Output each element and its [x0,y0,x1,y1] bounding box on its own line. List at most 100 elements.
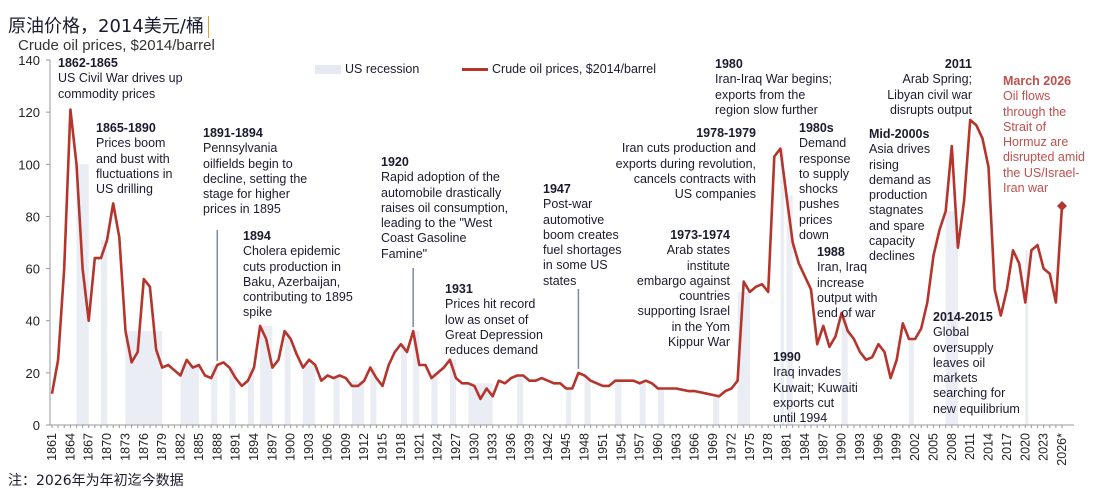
recession-band [100,239,108,425]
recession-band [284,331,291,425]
x-tick-label: 2026* [1055,433,1069,466]
endpoint-diamond-marker [1057,201,1067,211]
x-tick-label: 1972 [724,433,738,461]
x-tick-label: 1942 [541,433,555,461]
x-tick-label: 1873 [118,433,132,461]
x-tick-label: 1903 [302,433,316,461]
x-tick-label: 1984 [798,433,812,461]
recession-band [413,331,420,425]
annotation-1891: 1891-1894 Pennsylvania oilfields begin to… [203,126,308,217]
recession-band [333,375,340,425]
x-tick-label: 1894 [247,433,261,461]
y-tick-label: 120 [18,105,40,120]
annotation-1980s: 1980s Demand response to supply shocks pu… [799,121,851,243]
recession-band [351,380,365,425]
x-tick-label: 1906 [320,433,334,461]
x-tick-label: 1990 [835,433,849,461]
x-tick-label: 1870 [100,433,114,461]
annotation-1988: 1988 Iran, Iraq increase output with end … [817,245,878,321]
x-tick-label: 1945 [559,433,573,461]
x-tick-label: 1951 [596,433,610,461]
annotation-1931: 1931 Prices hit record low as onset of Gr… [445,282,543,358]
x-tick-label: 1897 [265,433,279,461]
y-tick-label: 40 [26,314,40,329]
x-tick-label: 1975 [743,433,757,461]
recession-band [431,372,438,425]
x-tick-label: 1891 [229,433,243,461]
x-tick-label: 1999 [890,433,904,461]
annotation-1973: 1973-1974 Arab states institute embargo a… [636,228,730,350]
recession-band [786,195,793,425]
x-tick-label: 1948 [578,433,592,461]
y-tick-label: 100 [18,157,40,172]
recession-band [945,211,958,425]
x-tick-label: 2005 [926,433,940,461]
x-tick-label: 1885 [192,433,206,461]
recession-band [180,365,199,425]
annotation-1980: 1980 Iran-Iraq War begins; exports from t… [715,57,832,117]
annotation-1990: 1990 Iraq invades Kuwait; Kuwaiti exports… [773,350,858,426]
x-tick-label: 2017 [1000,433,1014,461]
recession-band [517,375,524,425]
x-tick-label: 1912 [357,433,371,461]
x-tick-label: 1987 [816,433,830,461]
x-tick-label: 1936 [504,433,518,461]
chart-title: 原油价格，2014美元/桶 [8,16,209,38]
recession-band [658,388,665,425]
x-tick-label: 1969 [706,433,720,461]
x-tick-label: 2011 [963,433,977,460]
x-tick-label: 1966 [688,433,702,461]
footnote: 注：2026年为年初迄今数据 [8,473,184,489]
x-tick-label: 1864 [63,433,77,461]
x-tick-label: 1888 [210,433,224,461]
recession-band [566,388,572,425]
x-tick-label: 1954 [614,433,628,461]
x-tick-label: 2008 [945,433,959,461]
oil-price-line [50,108,1064,401]
recession-band [211,365,218,425]
x-tick-label: 1933 [486,433,500,461]
x-tick-label: 1927 [449,433,463,461]
x-tick-label: 1876 [137,433,151,461]
x-tick-label: 1957 [633,433,647,461]
recession-band [302,365,316,425]
recession-band [247,367,254,425]
y-tick-label: 80 [26,209,40,224]
x-tick-label: 2002 [908,433,922,461]
x-tick-label: 2023 [1037,433,1051,461]
annotation-mid-2000s: Mid-2000s Asia drives rising demand as pr… [869,127,931,264]
x-tick-label: 1993 [853,433,867,461]
underlying-title: Crude oil prices, $2014/barrel [18,37,215,54]
recession-band [780,148,785,425]
x-tick-label: 1963 [669,433,683,461]
x-tick-label: 1996 [871,433,885,461]
annotation-1862: 1862-1865 US Civil War drives up commodit… [58,56,183,101]
recession-band [449,359,456,425]
x-tick-label: 1861 [45,433,59,461]
recession-band [615,380,622,425]
annotation-2014: 2014-2015 Global oversupply leaves oil ma… [933,310,1020,416]
y-tick-label: 60 [26,262,40,277]
line-swatch [462,67,488,71]
y-tick-label: 20 [26,366,40,381]
legend-line-label: Crude oil prices, $2014/barrel [492,62,656,76]
x-tick-label: 2014 [982,433,996,461]
x-tick-label: 1981 [780,433,794,461]
x-tick-label: 1924 [431,433,445,461]
x-tick-label: 1882 [174,433,188,461]
recession-swatch [315,64,341,74]
x-tick-label: 1915 [376,433,390,461]
legend-recession: US recession [315,62,419,76]
recession-band [229,367,236,425]
recession-band [713,395,720,425]
annotation-2011: 2011 Arab Spring; Libyan civil war disrup… [887,57,972,117]
annotation-1865: 1865-1890 Prices boom and bust with fluct… [96,121,173,197]
annotation-1894: 1894 Cholera epidemic cuts production in … [243,229,353,320]
x-tick-label: 1921 [412,433,426,461]
annotation-1947: 1947 Post-war automotive boom creates fue… [543,182,622,288]
recession-band [400,344,408,425]
annotation-1978: 1978-1979 Iran cuts production and export… [615,126,756,202]
x-tick-label: 2020 [1018,433,1032,461]
x-tick-label: 1978 [761,433,775,461]
x-tick-label: 1939 [522,433,536,461]
